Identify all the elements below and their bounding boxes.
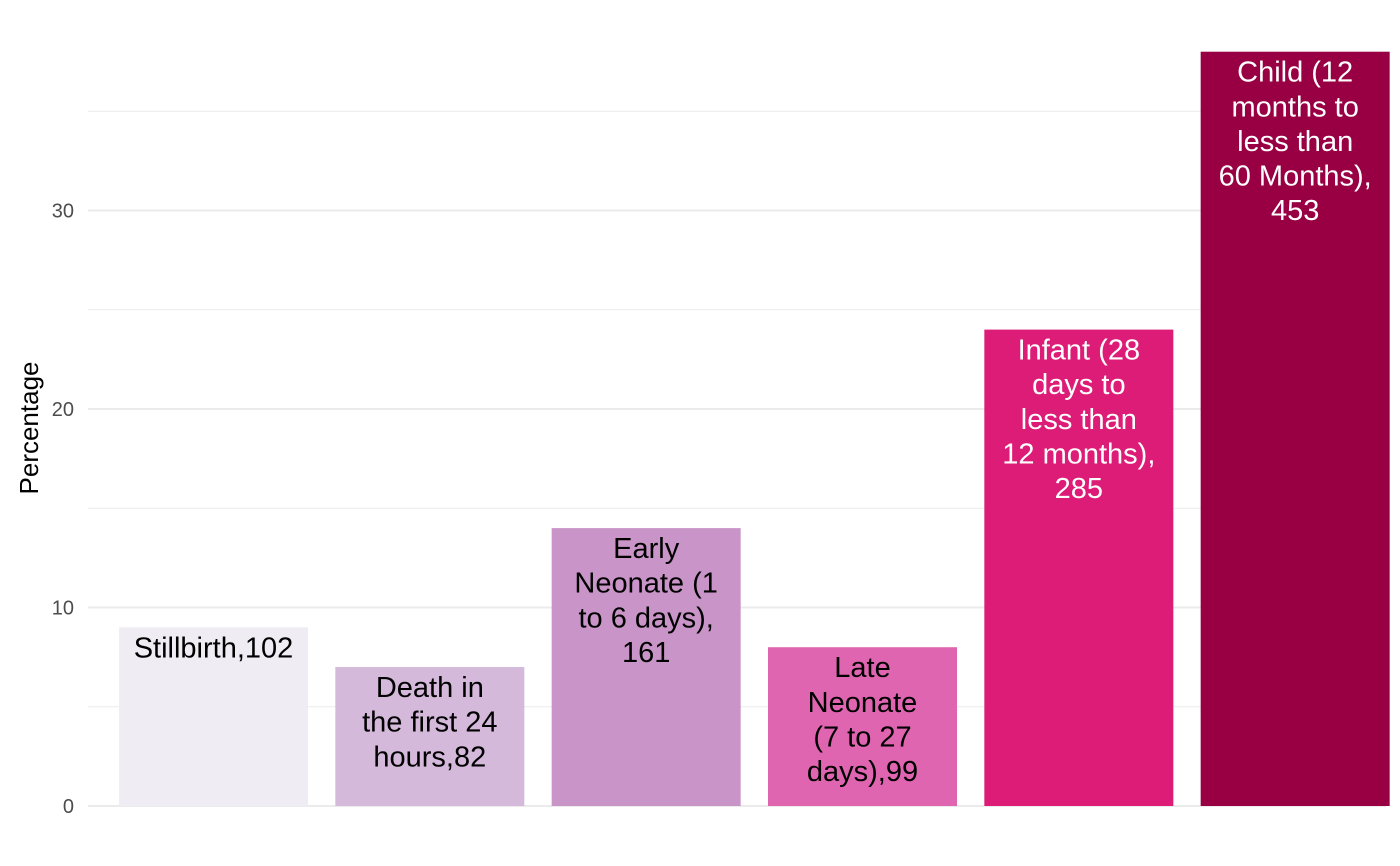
y-axis-label: Percentage <box>14 362 44 495</box>
bar <box>1200 51 1390 806</box>
bar-data-label: Death in the first 24 hours,82 <box>362 672 497 773</box>
bar-data-label: Child (12 months to less than 60 Months), 45… <box>1219 57 1372 227</box>
bar-data-label-line: days),99 <box>807 756 918 788</box>
bar-data-label-line: less than <box>1021 404 1137 436</box>
bar-data-label-line: Death in <box>376 672 484 704</box>
bar-data-label-line: 285 <box>1055 473 1103 505</box>
bar <box>335 667 525 806</box>
bar-data-label-line: (7 to 27 <box>813 721 911 753</box>
bar-data-label-line: Stillbirth,102 <box>134 632 294 664</box>
bar-data-label-line: 12 months), <box>1002 438 1155 470</box>
bar <box>119 627 308 806</box>
bar-group: Infant (28 days to less than 12 months), 285 <box>984 329 1174 806</box>
bar-data-label-line: 60 Months), <box>1219 161 1372 193</box>
bar-data-label-line: less than <box>1237 126 1353 158</box>
bar-data-label-line: Child (12 <box>1237 57 1353 89</box>
bar-data-label-line: Late <box>834 652 890 684</box>
bar-data-label-line: 453 <box>1271 195 1319 227</box>
bar <box>551 528 741 806</box>
y-axis: 0 10 20 30 <box>52 201 74 819</box>
bar-data-label-line: days to <box>1032 369 1126 401</box>
y-tick-label: 30 <box>52 201 74 223</box>
bar-data-label: Late Neonate (7 to 27 days),99 <box>807 652 918 788</box>
bar-data-label: Early Neonate (1 to 6 days), 161 <box>574 533 718 669</box>
bar <box>768 647 957 806</box>
bar-data-label-line: hours,82 <box>373 741 486 773</box>
bar-data-label-line: Early <box>613 533 680 565</box>
bar <box>984 329 1174 806</box>
bar-data-label-line: Neonate <box>808 687 918 719</box>
bars: Stillbirth,102 Death in the first 24 hours,… <box>119 51 1390 806</box>
bar-data-label: Infant (28 days to less than 12 months), 285 <box>1002 335 1155 505</box>
y-tick-label: 20 <box>52 399 74 421</box>
bar-data-label-line: 161 <box>622 637 670 669</box>
bar-group: Death in the first 24 hours,82 <box>335 667 525 806</box>
bar-group: Stillbirth,102 <box>119 627 308 806</box>
y-tick-label: 10 <box>52 598 74 620</box>
y-tick-label: 0 <box>63 796 74 818</box>
bar-group: Late Neonate (7 to 27 days),99 <box>768 647 957 806</box>
bar-group: Child (12 months to less than 60 Months), 45… <box>1200 51 1390 806</box>
bar-data-label-line: Neonate (1 <box>574 568 718 600</box>
bar-data-label: Stillbirth,102 <box>134 632 294 664</box>
bar-data-label-line: the first 24 <box>362 707 497 739</box>
bar-group: Early Neonate (1 to 6 days), 161 <box>551 528 741 806</box>
bar-data-label-line: to 6 days), <box>578 602 713 634</box>
bar-data-label-line: months to <box>1231 91 1358 123</box>
bar-data-label-line: Infant (28 <box>1018 335 1141 367</box>
